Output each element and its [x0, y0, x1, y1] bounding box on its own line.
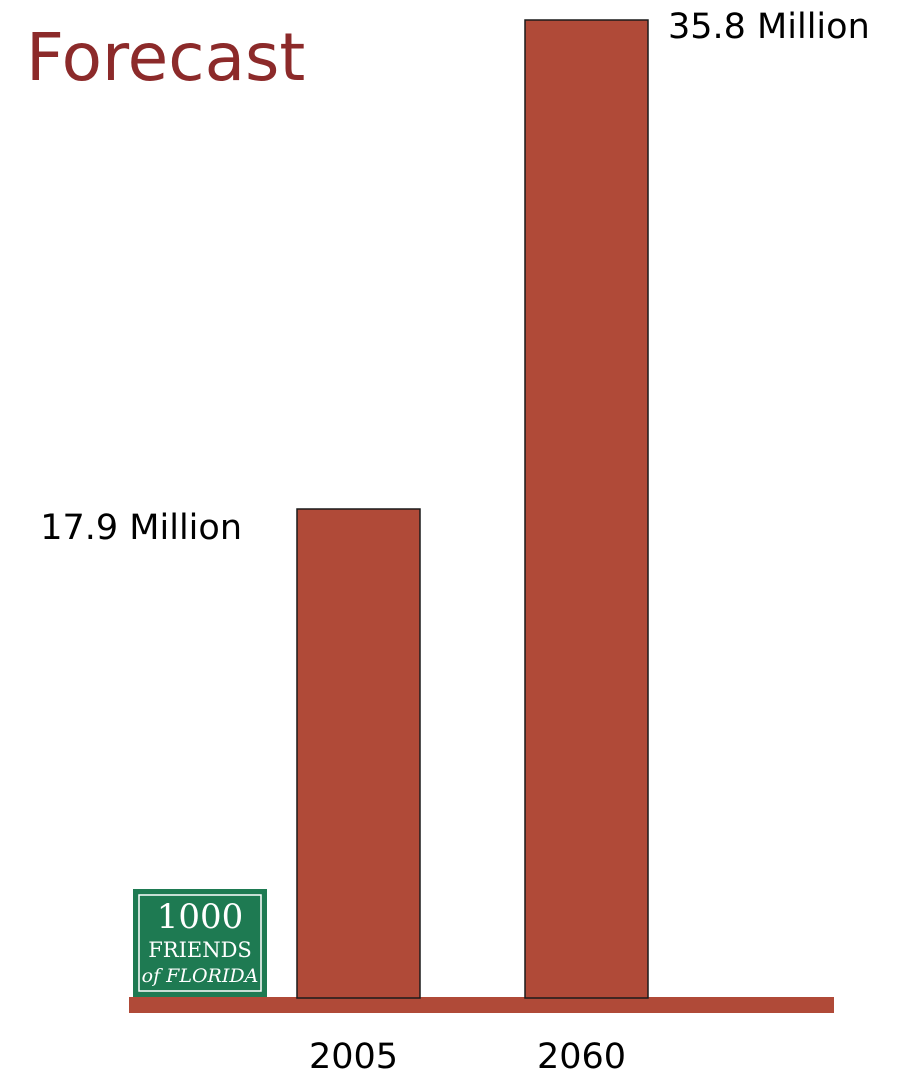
- value-label-2005: 17.9 Million: [40, 508, 242, 548]
- friends-of-florida-logo: 1000 FRIENDS of FLORIDA: [133, 889, 267, 997]
- value-label-2060: 35.8 Million: [668, 7, 870, 47]
- logo-line-2: FRIENDS: [148, 938, 252, 962]
- x-tick-label-2060: 2060: [537, 1037, 626, 1077]
- bar-2005: [296, 508, 421, 999]
- x-tick-label-2005: 2005: [309, 1037, 398, 1077]
- value-labels-group: 17.9 Million 35.8 Million: [40, 7, 870, 548]
- x-axis-baseline: [129, 997, 834, 1013]
- logo-line-3: of FLORIDA: [142, 965, 259, 987]
- logo-line-1: 1000: [157, 897, 244, 937]
- bar-2060: [524, 19, 649, 999]
- tick-labels-group: 2005 2060: [309, 1037, 626, 1077]
- bars-group: [296, 19, 649, 999]
- chart-title: Forecast: [26, 19, 305, 96]
